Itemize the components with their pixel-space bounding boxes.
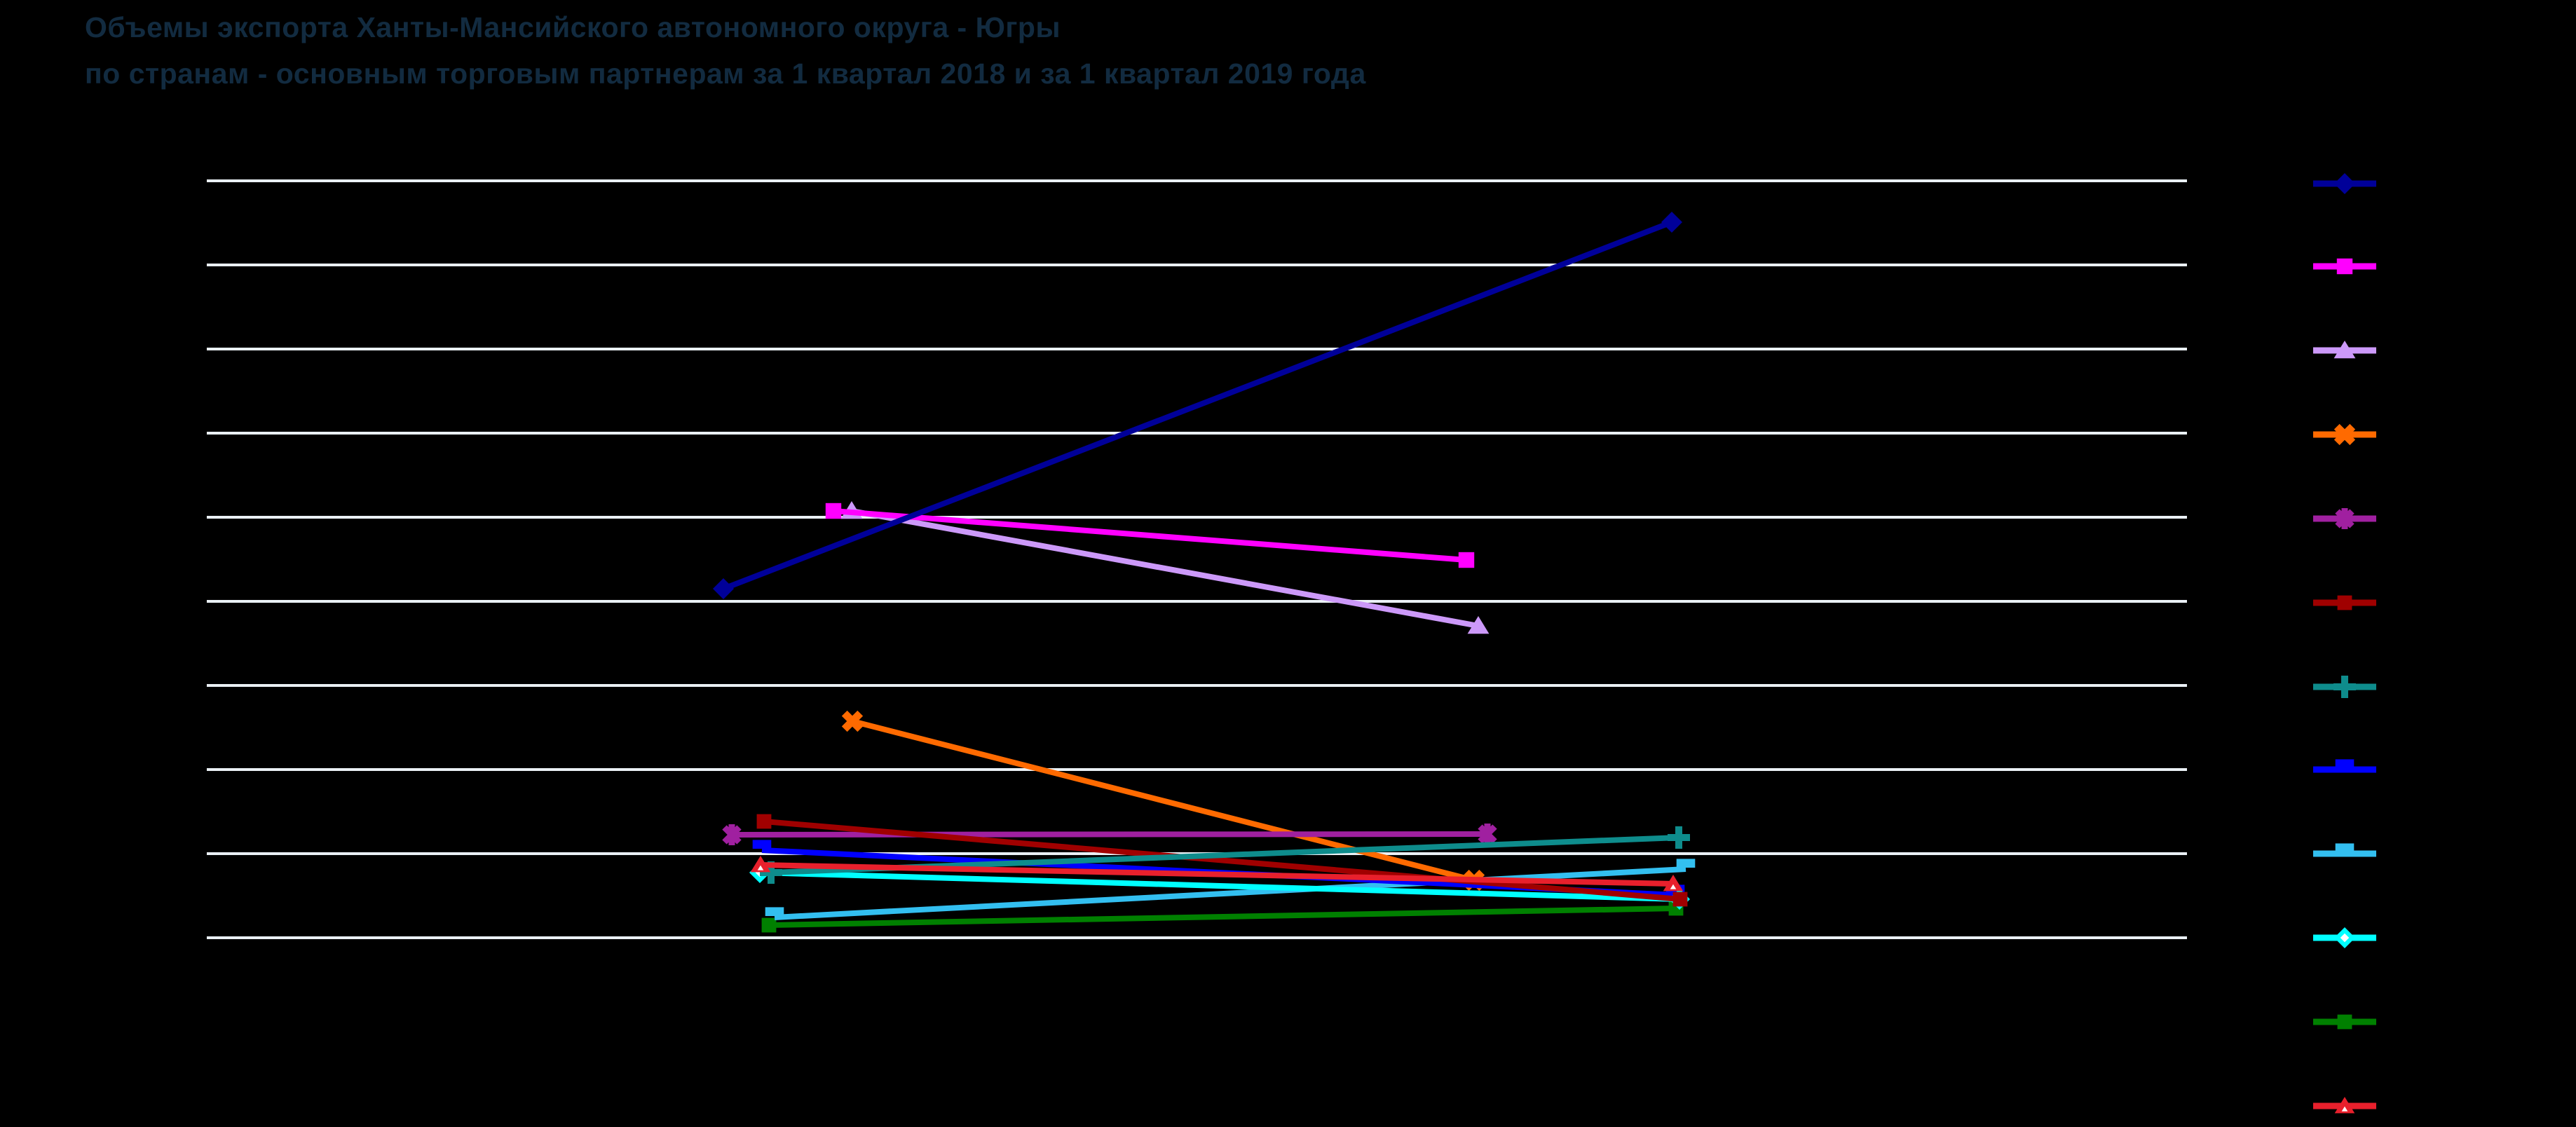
legend-item-dark-blue-diamond[interactable]: [2313, 173, 2376, 194]
chart-title: Объемы экспорта Ханты-Мансийского автоно…: [85, 4, 1366, 97]
legend-item-purple-asterisk[interactable]: [2313, 508, 2376, 529]
legend-item-teal-plus[interactable]: [2313, 676, 2376, 698]
legend-item-green-square[interactable]: [2313, 1014, 2376, 1030]
legend-item-magenta-square[interactable]: [2313, 258, 2376, 275]
chart-title-line1: Объемы экспорта Ханты-Мансийского автоно…: [85, 11, 1061, 43]
series-dark-red-square: [756, 814, 1688, 907]
series-red-open-triangle: [750, 856, 1684, 892]
series-dark-blue-diamond: [713, 212, 1682, 599]
legend-item-red-open-triangle[interactable]: [2313, 1097, 2376, 1114]
series-magenta-square: [825, 503, 1475, 568]
series-light-blue-dash: [765, 859, 1696, 920]
legend-item-light-purple-triangle[interactable]: [2313, 341, 2376, 359]
legend-item-cyan-open-diamond[interactable]: [2313, 927, 2376, 948]
series-orange-x: [841, 710, 1485, 892]
chart-title-line2: по странам - основным торговым партнерам…: [85, 57, 1366, 90]
series-green-square: [761, 901, 1684, 933]
legend-item-dark-red-square[interactable]: [2313, 595, 2376, 610]
series-purple-asterisk: [722, 824, 1497, 845]
legend-item-orange-x[interactable]: [2313, 423, 2376, 446]
legend-item-blue-dash[interactable]: [2313, 759, 2376, 773]
legend-item-light-blue-dash[interactable]: [2313, 843, 2376, 857]
